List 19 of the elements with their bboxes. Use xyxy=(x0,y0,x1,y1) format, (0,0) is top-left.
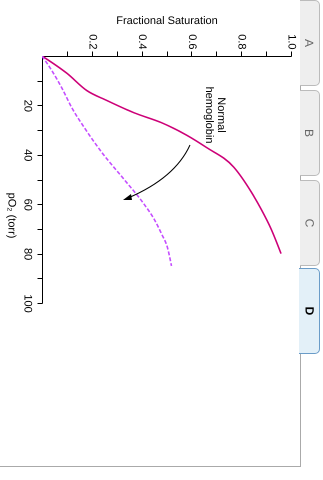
y-tick-label: 60 xyxy=(22,198,34,211)
x-axis-title: Fractional Saturation xyxy=(116,15,218,28)
tab: B xyxy=(300,90,320,176)
x-tick-label: 0.6 xyxy=(186,34,198,50)
line-series xyxy=(42,56,282,254)
tab: A xyxy=(300,0,320,86)
annotation: Normal hemoglobin xyxy=(203,86,227,144)
x-tick-label: 0.8 xyxy=(236,34,248,50)
y-tick-label: 80 xyxy=(22,248,34,260)
line-series xyxy=(42,56,172,267)
x-tick-label: 0.2 xyxy=(86,34,98,50)
tab: D xyxy=(299,268,320,354)
y-tick-label: 40 xyxy=(22,149,34,162)
y-axis-title: pO₂ (torr) xyxy=(6,192,18,238)
tab: C xyxy=(300,180,320,266)
y-tick-label: 100 xyxy=(22,294,34,313)
x-tick-label: 0.4 xyxy=(136,34,148,50)
y-tick-label: 20 xyxy=(22,100,34,112)
x-tick-label: 1.0 xyxy=(286,34,298,50)
